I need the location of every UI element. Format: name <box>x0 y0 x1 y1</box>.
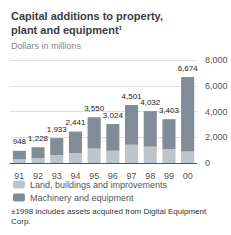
svg-text:Dollars in millions: Dollars in millions <box>11 41 82 51</box>
svg-text:948: 948 <box>13 137 27 146</box>
svg-text:Machinery and equipment: Machinery and equipment <box>30 193 134 203</box>
svg-text:±1998 includes assets acquired: ±1998 includes assets acquired from Digi… <box>11 207 208 216</box>
svg-text:00: 00 <box>183 171 193 181</box>
svg-text:4,032: 4,032 <box>140 98 161 107</box>
svg-text:99: 99 <box>163 170 174 181</box>
svg-text:98: 98 <box>145 170 156 181</box>
svg-text:6,674: 6,674 <box>178 64 199 73</box>
svg-text:0: 0 <box>205 158 210 168</box>
svg-text:2,000: 2,000 <box>205 132 228 142</box>
svg-text:92: 92 <box>33 170 44 181</box>
svg-text:3,550: 3,550 <box>84 104 105 113</box>
svg-text:94: 94 <box>70 170 81 181</box>
svg-text:1,228: 1,228 <box>28 134 49 143</box>
svg-text:93: 93 <box>51 170 62 181</box>
svg-text:plant and equipment¹: plant and equipment¹ <box>11 24 123 36</box>
svg-text:Corp.: Corp. <box>11 217 31 226</box>
svg-text:3,403: 3,403 <box>159 106 180 115</box>
svg-text:Land, buildings and improvemen: Land, buildings and improvements <box>30 180 168 190</box>
svg-text:6,000: 6,000 <box>205 81 228 91</box>
svg-text:97: 97 <box>126 170 137 181</box>
svg-text:Capital additions to property,: Capital additions to property, <box>11 10 163 22</box>
svg-text:4,000: 4,000 <box>205 107 228 117</box>
svg-text:2,441: 2,441 <box>65 118 86 127</box>
svg-text:91: 91 <box>14 171 24 181</box>
svg-text:3,024: 3,024 <box>103 111 124 120</box>
svg-text:4,501: 4,501 <box>122 92 143 101</box>
svg-text:95: 95 <box>89 170 100 181</box>
svg-text:8,000: 8,000 <box>205 55 228 65</box>
svg-text:96: 96 <box>107 170 118 181</box>
svg-text:1,933: 1,933 <box>47 125 68 134</box>
